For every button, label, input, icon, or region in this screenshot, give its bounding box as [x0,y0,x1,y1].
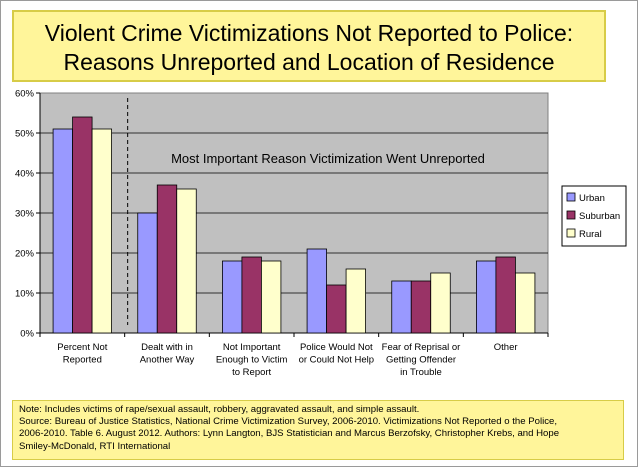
bar-urban [137,212,158,334]
x-category-label: Dealt with in Another Way [140,342,195,366]
bar-suburban [326,284,347,334]
bar-rural [515,272,536,334]
bar-urban [222,260,243,334]
chart-title: Violent Crime Victimizations Not Reporte… [12,10,606,82]
x-category-label: Other [494,342,518,353]
bar-suburban [495,256,516,334]
legend-label-urban: Urban [579,193,605,204]
x-category-label: Fear of Reprisal or Getting Offender in Tr… [382,342,461,378]
bar-urban [306,248,327,334]
y-tick-label: 0% [20,329,34,340]
bar-urban [391,280,412,334]
bar-suburban [410,280,432,334]
title-line-2: Reasons Unreported and Location of Resid… [63,49,555,75]
bar-rural [430,272,451,334]
y-tick-label: 50% [15,129,35,140]
legend-label-suburban: Suburban [579,211,620,222]
note-line-3: 2006-2010. Table 6. August 2012. Authors… [19,428,560,440]
bar-rural [91,128,112,334]
note-line-2: Source: Bureau of Justice Statistics, Na… [19,416,558,428]
note-line-4: Smiley-McDonald, RTI International [19,440,171,452]
bar-rural [345,268,366,334]
bar-urban [476,260,497,334]
note-line-1: Note: Includes victims of rape/sexual as… [19,404,420,415]
x-category-label: Not Important Enough to Victim to Report [216,342,288,378]
legend-swatch-rural [566,228,576,238]
legend-label-rural: Rural [579,229,602,240]
y-tick-label: 60% [15,89,35,100]
y-tick-label: 20% [15,249,35,260]
bar-suburban [72,116,93,334]
legend-swatch-urban [566,192,576,202]
source-note: Note: Includes victims of rape/sexual as… [12,400,624,460]
bar-suburban [156,184,178,334]
bar-rural [261,260,282,334]
title-line-1: Violent Crime Victimizations Not Reporte… [44,20,574,46]
y-tick-label: 40% [15,169,35,180]
y-tick-label: 30% [15,209,35,220]
bar-chart: 0% 10% 20% 30% 40% 50% 60% Percent Not Reported D… [15,89,627,378]
x-category-label: Percent Not Reported [57,342,108,366]
bar-urban [52,128,73,334]
legend-swatch-suburban [566,210,576,220]
y-tick-label: 10% [15,289,35,300]
bar-suburban [241,256,262,334]
bar-rural [176,188,197,334]
annotation-label: Most Important Reason Victimization Went… [171,151,485,166]
x-category-label: Police Would Not or Could Not Help [299,342,375,366]
